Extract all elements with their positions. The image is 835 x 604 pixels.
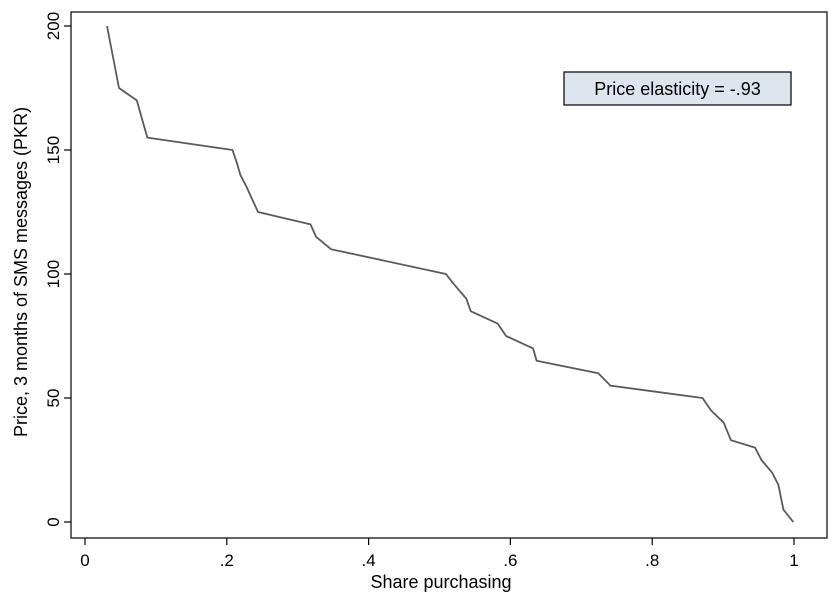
x-axis-title: Share purchasing xyxy=(370,572,511,592)
annotation-text: Price elasticity = -.93 xyxy=(594,79,761,99)
demand-curve-line xyxy=(106,25,795,523)
y-tick-label: 150 xyxy=(44,136,63,164)
y-tick-label: 200 xyxy=(44,12,63,40)
y-tick-label: 50 xyxy=(44,389,63,408)
annotation-box xyxy=(563,71,792,106)
y-tick-label: 100 xyxy=(44,260,63,288)
x-tick-label: 0 xyxy=(80,551,89,570)
y-tick-label: 0 xyxy=(44,517,63,526)
x-tick-label: .4 xyxy=(362,551,376,570)
x-tick-label: .2 xyxy=(220,551,234,570)
plot-frame xyxy=(70,11,828,539)
x-tick-label: .6 xyxy=(503,551,517,570)
x-tick-label: 1 xyxy=(789,551,798,570)
x-tick-label: .8 xyxy=(645,551,659,570)
y-axis-title: Price, 3 months of SMS messages (PKR) xyxy=(11,107,31,437)
